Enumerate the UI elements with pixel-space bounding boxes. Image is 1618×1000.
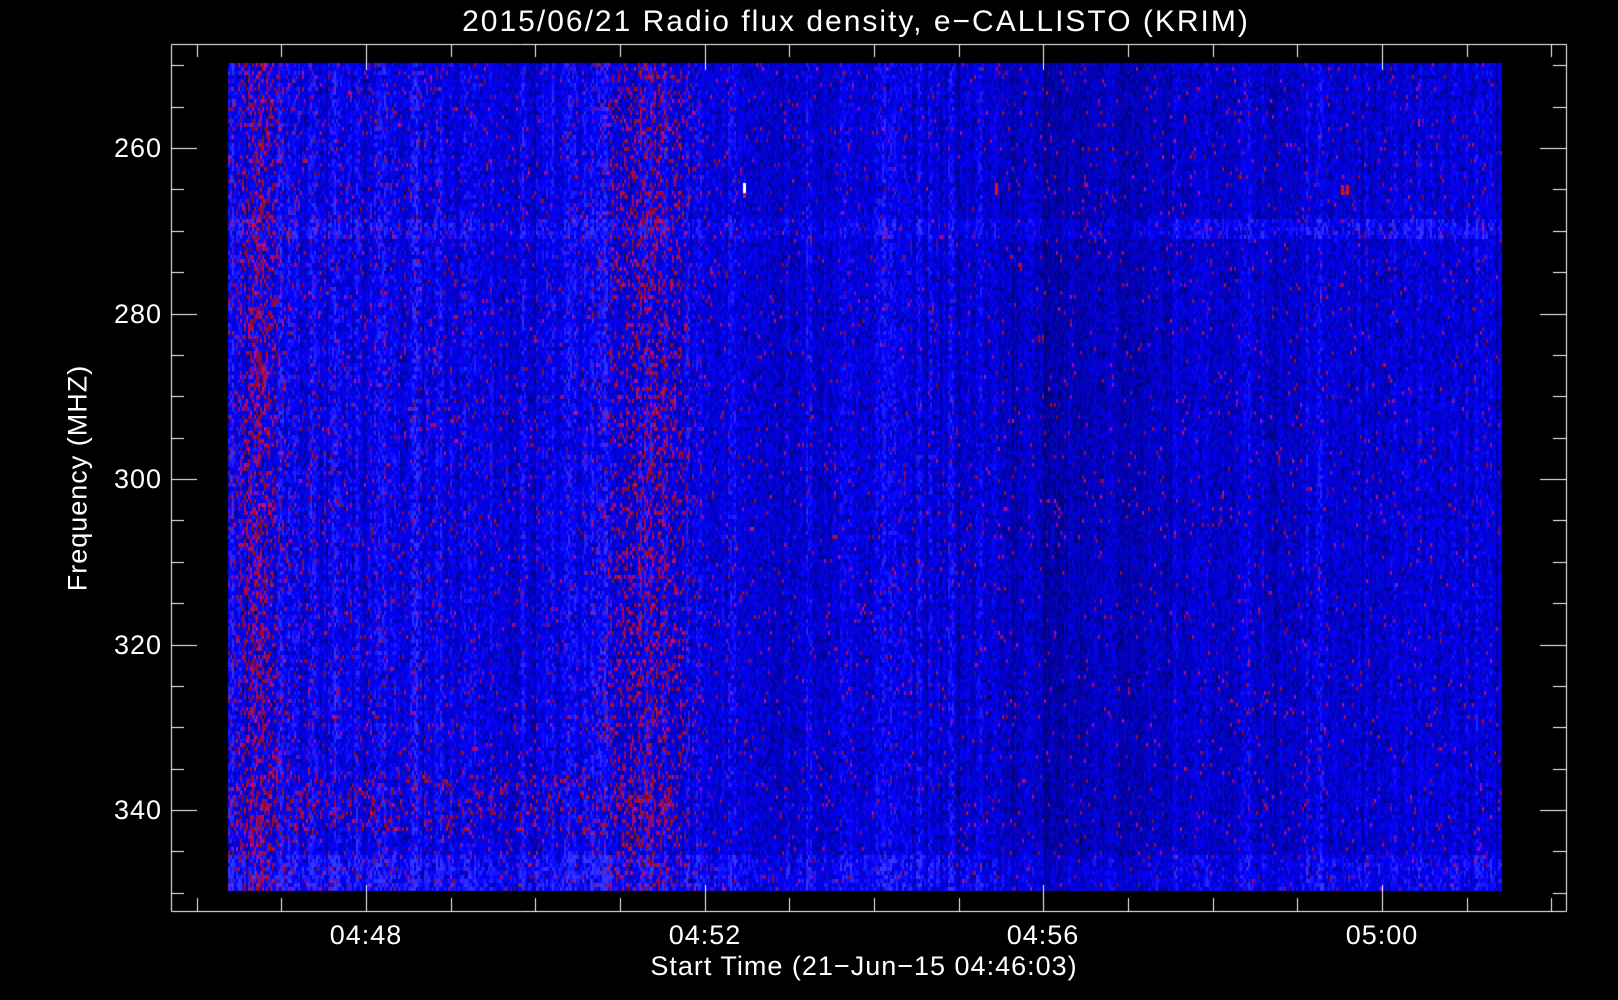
x-tick-label: 04:52: [668, 920, 742, 950]
y-axis-label: Frequency (MHZ): [62, 364, 93, 592]
y-tick-label: 320: [113, 630, 162, 660]
y-tick-label: 300: [113, 464, 162, 494]
y-tick-label: 260: [113, 133, 162, 163]
x-tick-label: 04:56: [1006, 920, 1080, 950]
x-tick-label: 05:00: [1345, 920, 1419, 950]
x-axis-label: Start Time (21−Jun−15 04:46:03): [650, 951, 1078, 981]
chart-title: 2015/06/21 Radio flux density, e−CALLIST…: [462, 5, 1250, 38]
x-tick-label: 04:48: [329, 920, 403, 950]
y-tick-label: 340: [113, 795, 162, 825]
y-tick-label: 280: [113, 299, 162, 329]
